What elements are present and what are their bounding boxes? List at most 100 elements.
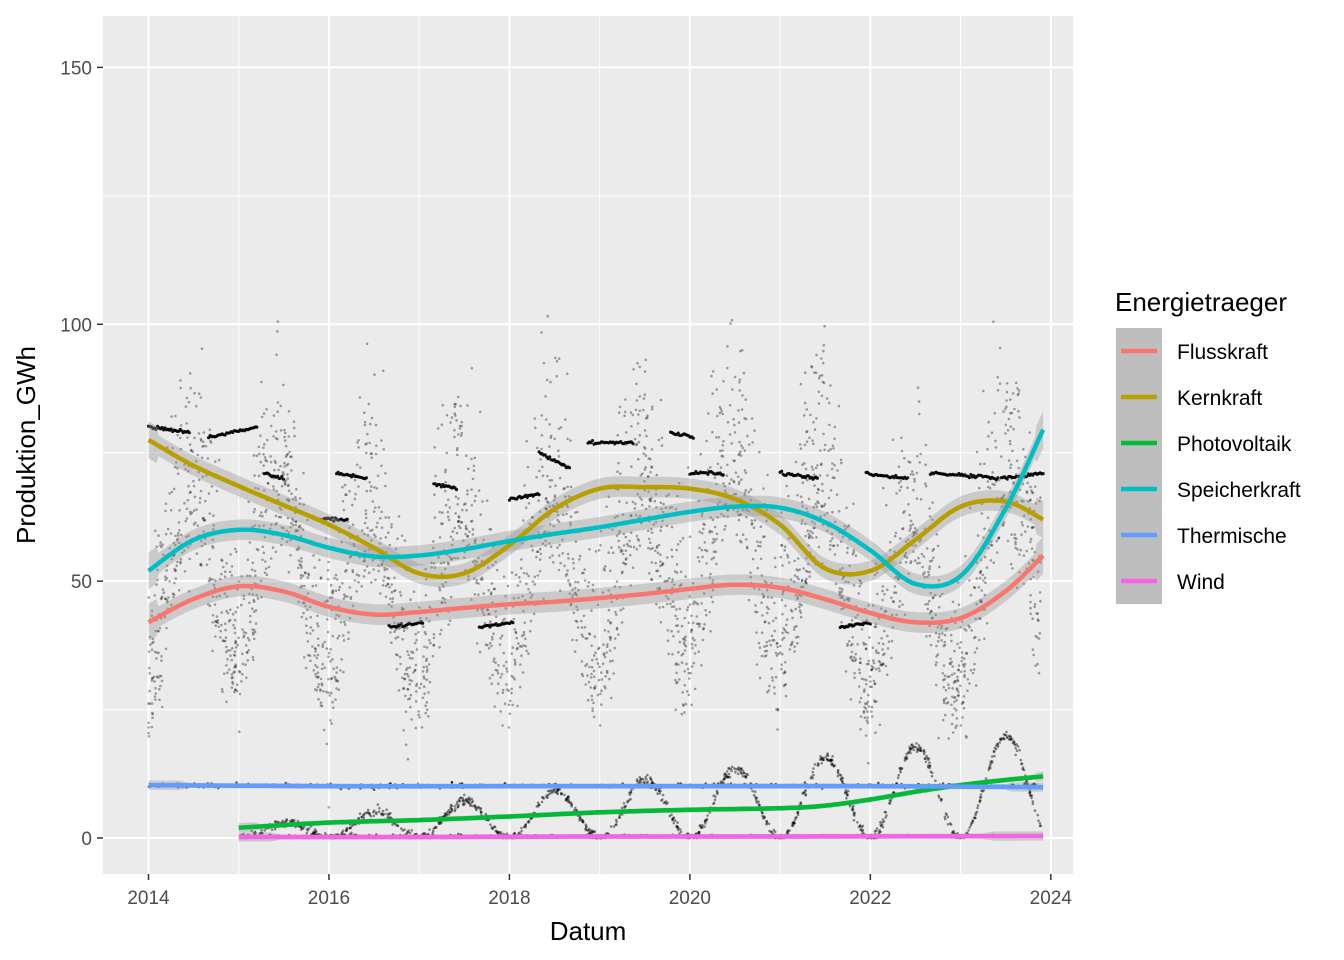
observation-point [685, 662, 688, 666]
observation-point [1029, 485, 1032, 489]
observation-point [969, 824, 973, 827]
observation-point [1018, 748, 1021, 752]
observation-point [446, 510, 450, 514]
observation-point [460, 420, 464, 424]
observation-point [864, 643, 868, 646]
observation-point [667, 577, 671, 580]
observation-point [501, 688, 505, 692]
observation-point [670, 580, 674, 583]
observation-point [782, 636, 786, 640]
observation-point [841, 577, 844, 581]
observation-point [229, 553, 232, 556]
observation-point [453, 435, 456, 439]
observation-point [817, 501, 820, 505]
observation-point [252, 510, 256, 514]
observation-point [646, 475, 650, 479]
observation-point [618, 585, 622, 589]
observation-point [950, 673, 954, 676]
observation-point [241, 652, 244, 656]
observation-point [763, 580, 766, 583]
observation-point [391, 597, 395, 600]
observation-point [179, 562, 182, 565]
observation-point [925, 754, 928, 758]
observation-point [494, 560, 498, 564]
observation-point [454, 402, 458, 406]
observation-point [737, 482, 741, 486]
observation-point [346, 562, 350, 565]
observation-point [762, 487, 765, 490]
observation-point [370, 485, 373, 488]
observation-point [189, 512, 192, 516]
observation-point [373, 486, 376, 489]
observation-point [217, 458, 221, 462]
observation-point [1007, 417, 1011, 421]
observation-point [519, 567, 523, 570]
observation-point [929, 591, 933, 595]
observation-point [1021, 766, 1025, 769]
observation-point [147, 650, 151, 653]
observation-point [633, 507, 637, 510]
observation-point [866, 761, 870, 765]
observation-point [408, 697, 412, 700]
observation-point [208, 428, 212, 432]
observation-point [568, 582, 572, 585]
observation-point [355, 463, 359, 467]
observation-point [624, 535, 628, 539]
observation-point [606, 643, 609, 646]
observation-point [859, 579, 862, 583]
observation-point [320, 667, 324, 671]
observation-point [897, 773, 900, 777]
observation-point [179, 436, 182, 440]
observation-point [916, 386, 920, 390]
observation-point [490, 644, 493, 648]
observation-point [932, 556, 935, 560]
observation-point [804, 579, 807, 583]
observation-point [982, 389, 985, 393]
observation-point [188, 557, 191, 561]
observation-point [583, 625, 587, 629]
observation-point [957, 664, 961, 667]
observation-point [675, 662, 678, 665]
observation-point [990, 755, 994, 758]
observation-point [220, 559, 224, 562]
observation-point [430, 565, 434, 569]
observation-point [869, 668, 873, 672]
observation-point [817, 488, 820, 492]
observation-point [827, 496, 831, 500]
observation-point [853, 811, 856, 815]
observation-point [457, 519, 461, 523]
observation-point [376, 474, 380, 478]
observation-point [793, 559, 796, 563]
observation-point [280, 543, 283, 547]
observation-point [780, 511, 783, 514]
observation-point [290, 492, 293, 496]
observation-point [997, 537, 1000, 540]
observation-point [600, 678, 604, 681]
observation-point [649, 541, 652, 544]
observation-point [473, 499, 477, 503]
observation-point [623, 806, 626, 809]
observation-point [464, 502, 467, 506]
observation-point [896, 776, 900, 780]
observation-point [972, 586, 976, 589]
observation-point [709, 629, 712, 633]
observation-point [872, 659, 875, 662]
observation-point [375, 487, 379, 490]
observation-point [693, 687, 697, 691]
observation-point [172, 487, 176, 491]
observation-point [339, 669, 342, 672]
observation-point [917, 556, 920, 560]
observation-point [563, 793, 566, 797]
observation-point [492, 587, 496, 591]
observation-point [602, 567, 606, 570]
observation-point [873, 682, 876, 686]
observation-point [398, 590, 402, 594]
observation-point [801, 463, 804, 466]
observation-point [670, 605, 674, 609]
observation-point [516, 584, 520, 587]
observation-point [749, 575, 752, 579]
observation-point [854, 554, 858, 557]
observation-point [754, 604, 757, 607]
observation-point [670, 555, 674, 558]
observation-point [540, 331, 543, 334]
